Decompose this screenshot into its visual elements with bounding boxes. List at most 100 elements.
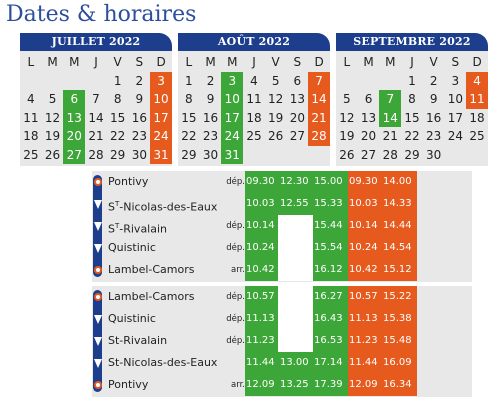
calendar-week: 4 5 6 7 8 9 10 [20, 90, 172, 109]
calendar-day [265, 146, 287, 165]
green-time: 15.00 [314, 176, 343, 187]
orange-time: 10.14 [349, 220, 378, 231]
green-time: 11.13 [246, 313, 275, 324]
stop-departure-arrival: dép. [226, 336, 245, 346]
calendar-day [243, 146, 265, 165]
orange-period-block [348, 286, 417, 396]
calendar-day: 7 [379, 90, 402, 109]
calendar-day: 31 [221, 145, 244, 164]
calendar-day: 24 [221, 127, 244, 146]
calendar-day: 29 [404, 147, 420, 162]
calendar-august: AOÛT 2022 L M M J V S D 1 2 3 4 5 6 7 8 9 10 11 12 13 14 15 16… [178, 33, 330, 166]
timetable-row: Quistinic dép. 11.13 16.43 11.13 15.38 [92, 308, 472, 330]
calendar-day: 6 [293, 73, 302, 88]
stop-departure-arrival [218, 352, 245, 374]
timetable-row: Quistinic dép. 10.24 15.54 10.24 14.54 [92, 237, 472, 259]
calendar-day: 11 [466, 90, 488, 109]
orange-time: 10.03 [349, 198, 378, 209]
calendar-day: 22 [404, 129, 420, 143]
stop-name: Quistinic [108, 241, 156, 254]
direction-arrow-icon [94, 222, 102, 231]
green-time: 11.44 [246, 357, 275, 368]
direction-arrow-icon [94, 315, 102, 324]
orange-time: 15.12 [383, 264, 412, 275]
calendar-day [358, 72, 380, 91]
terminus-circle-icon [94, 293, 102, 301]
calendar-day: 24 [447, 129, 463, 143]
calendar-day: 29 [110, 147, 126, 162]
calendar-day: 30 [426, 147, 442, 162]
stop-name: ST-Nicolas-des-Eaux [108, 200, 218, 214]
green-time: 15.44 [314, 220, 343, 231]
calendar-day: 10 [221, 90, 244, 109]
calendar-week: 5 6 7 8 9 10 11 [336, 90, 488, 109]
orange-time: 15.38 [383, 313, 412, 324]
stop-departure-arrival: dép. [226, 221, 245, 231]
direction-arrow-icon [94, 244, 102, 253]
calendar-day: 14 [308, 90, 330, 109]
timetable-row: ST-Nicolas-des-Eaux 10.03 12.55 15.33 10.03 1… [92, 193, 472, 215]
green-time [279, 308, 313, 330]
weekday-label: L [185, 55, 193, 69]
calendar-day: 25 [469, 129, 485, 143]
direction-arrow-icon [94, 359, 102, 368]
calendar-day: 28 [308, 127, 330, 146]
green-time: 17.14 [314, 357, 343, 368]
calendar-day: 8 [185, 92, 193, 106]
weekday-label: M [385, 55, 396, 69]
calendar-day: 2 [206, 73, 215, 88]
green-time: 15.54 [314, 242, 343, 253]
calendar-week: 26 27 28 29 30 [336, 146, 488, 165]
calendar-day: 28 [382, 147, 398, 162]
calendar-day: 23 [131, 129, 147, 143]
weekday-label: M [69, 55, 80, 69]
green-time [279, 215, 313, 237]
calendar-day: 27 [289, 129, 305, 143]
green-time: 11.23 [246, 335, 275, 346]
orange-time: 14.33 [383, 198, 412, 209]
calendar-day: 12 [44, 110, 61, 125]
direction-arrow-icon [94, 200, 102, 209]
orange-period-block [348, 171, 417, 281]
calendar-day: 25 [23, 147, 39, 162]
calendar-week: 22 23 24 25 26 27 28 [178, 127, 330, 146]
orange-time: 16.34 [383, 379, 412, 390]
calendar-day: 11 [246, 92, 262, 106]
calendar-day: 22 [110, 129, 126, 143]
green-time: 10.24 [246, 242, 275, 253]
page-title: Dates & horaires [6, 2, 197, 27]
calendar-day [379, 72, 401, 91]
calendar-day: 15 [181, 110, 197, 125]
calendar-day: 12 [339, 110, 355, 125]
calendar-day: 19 [268, 110, 284, 125]
calendar-week: 19 20 21 22 23 24 25 [336, 127, 488, 146]
terminus-circle-icon [94, 381, 102, 389]
stop-name: Pontivy [108, 378, 149, 391]
weekday-label: M [205, 55, 216, 69]
weekday-label: D [472, 55, 482, 69]
calendar-day: 14 [379, 108, 402, 127]
calendar-day: 10 [447, 92, 463, 106]
stop-name: ST-Rivalain [108, 222, 168, 236]
calendar-day: 1 [185, 73, 193, 88]
green-time: 17.39 [314, 379, 343, 390]
weekday-label: V [429, 55, 438, 69]
calendar-day: 18 [246, 110, 262, 125]
orange-time: 12.09 [349, 379, 378, 390]
calendar-day: 15 [404, 110, 420, 125]
green-time: 16.53 [314, 335, 343, 346]
weekday-label: L [27, 55, 35, 69]
stop-name: Lambel-Camors [108, 263, 195, 276]
calendar-day: 7 [92, 92, 100, 106]
calendar-day: 20 [289, 110, 305, 125]
calendar-day: 2 [135, 73, 144, 88]
green-time [279, 286, 313, 308]
stop-name: Lambel-Camors [108, 290, 195, 303]
calendar-day: 9 [135, 92, 144, 106]
green-time: 10.03 [246, 198, 275, 209]
calendar-day: 20 [360, 129, 377, 143]
calendar-day [336, 72, 358, 91]
